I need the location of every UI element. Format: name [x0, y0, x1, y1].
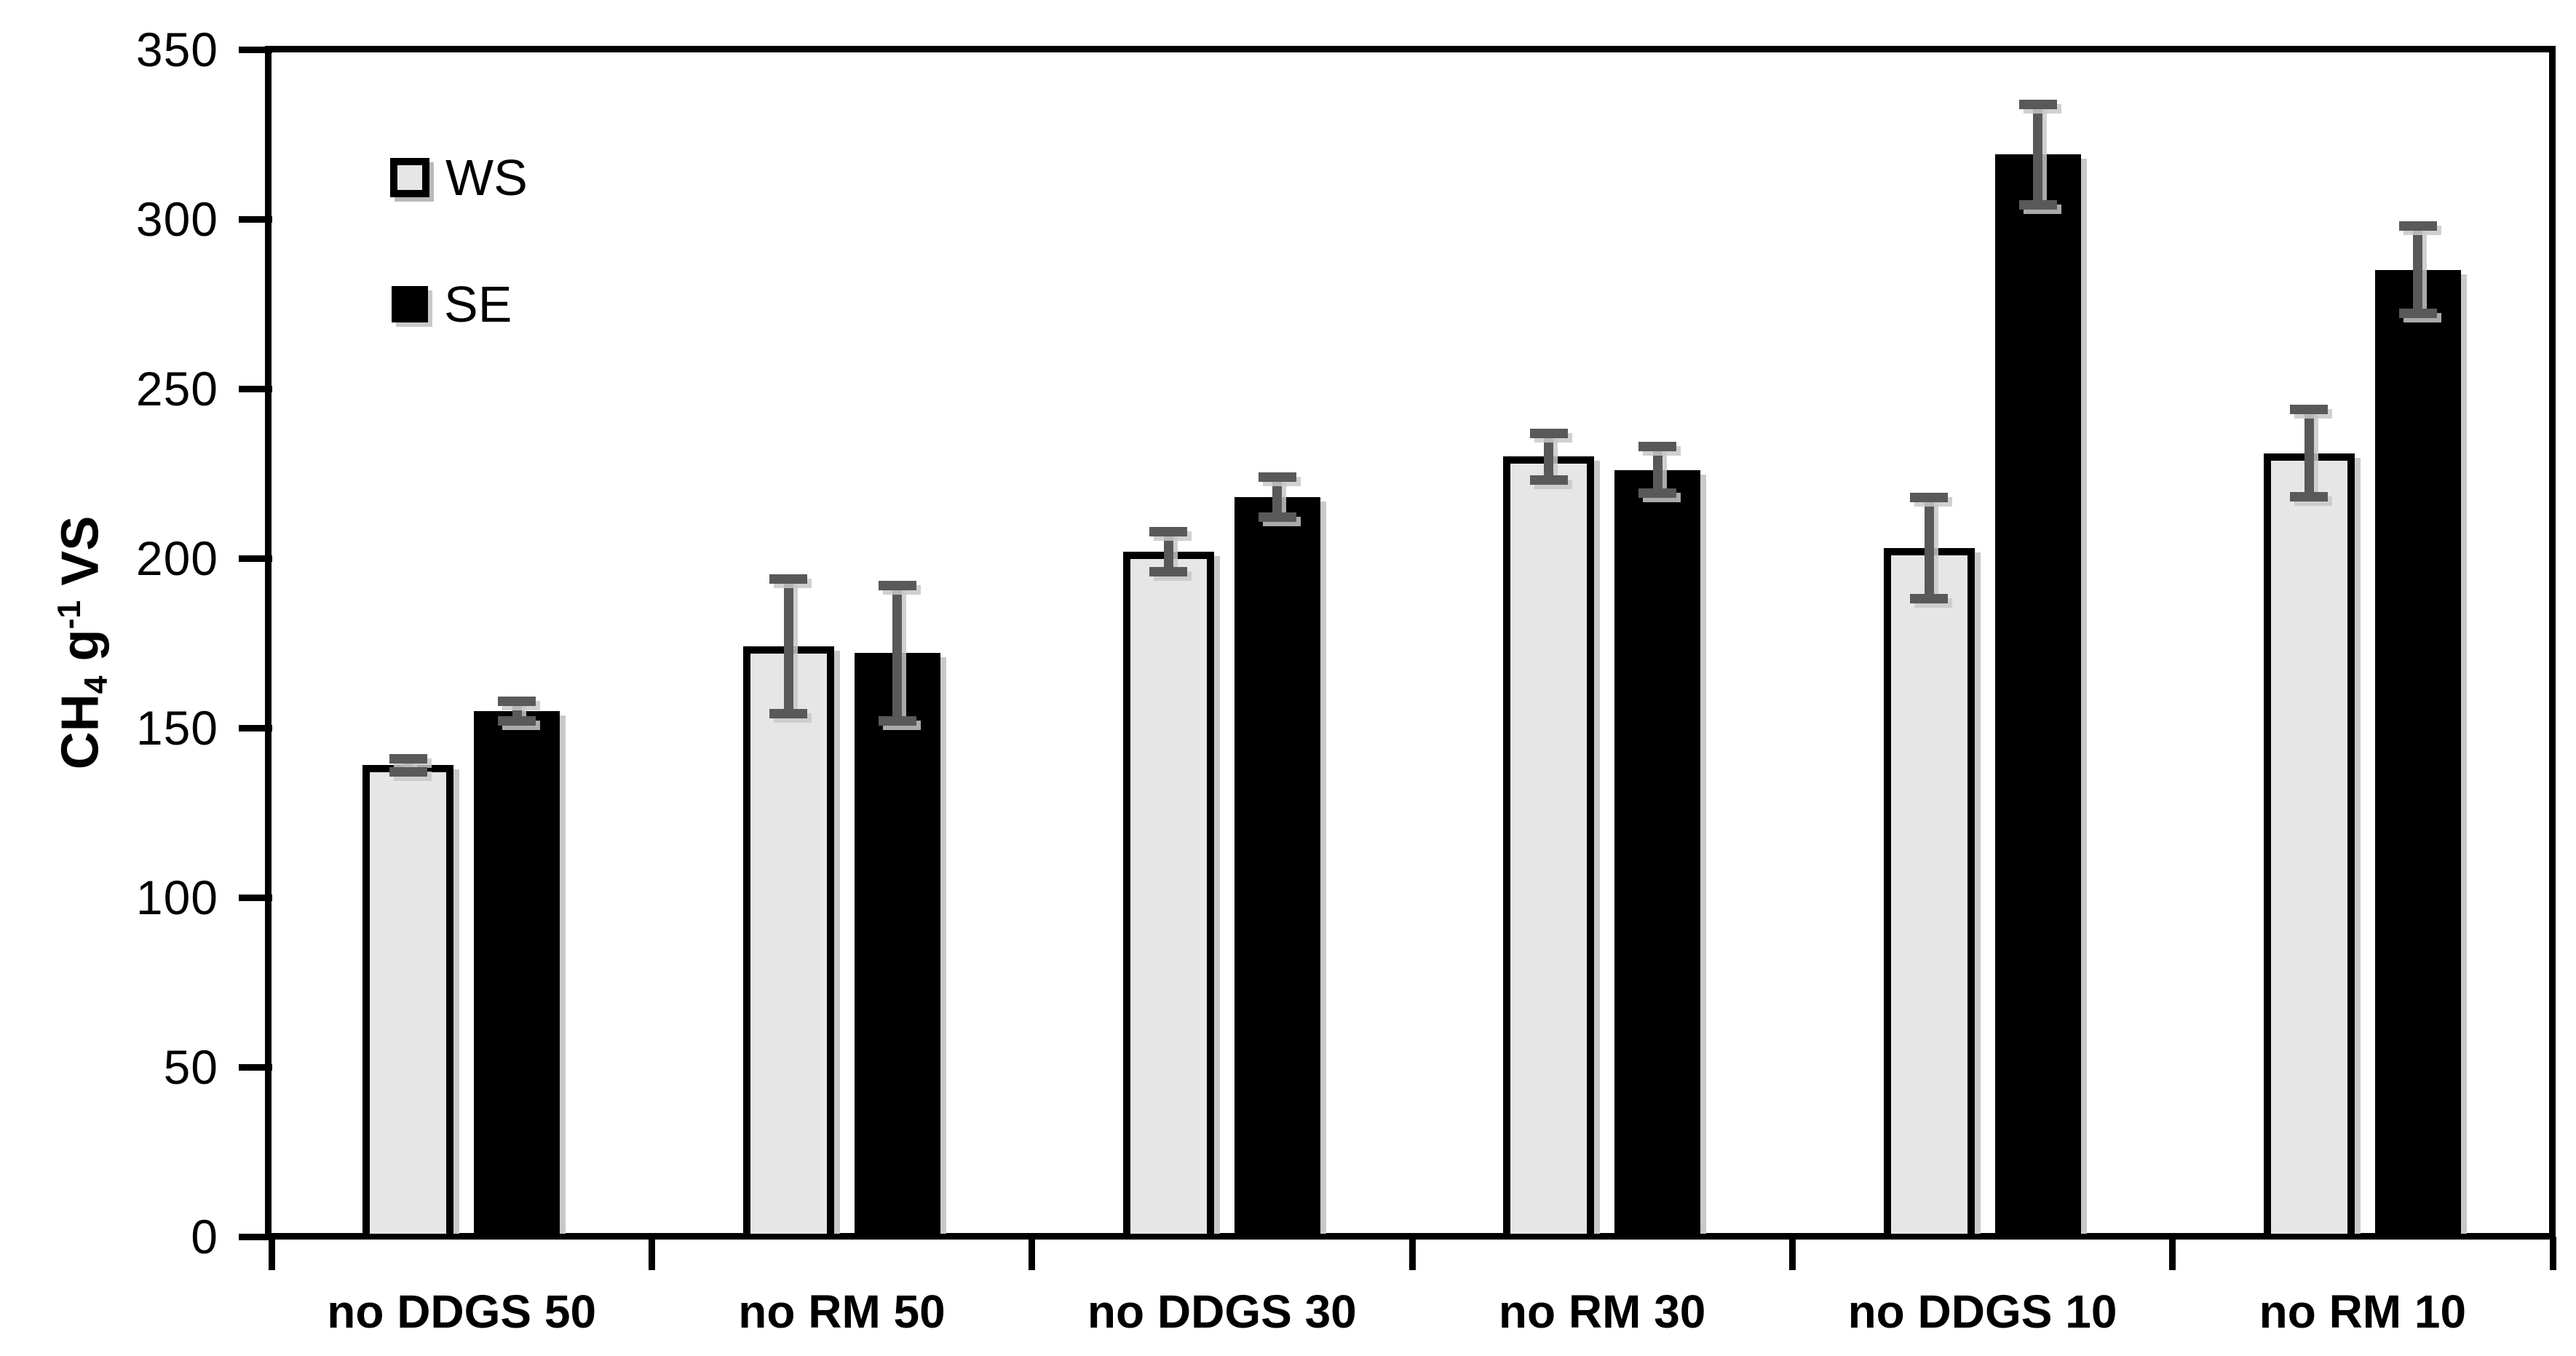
error-bar-cap-bottom-ws-no-rm-30: [1529, 475, 1568, 485]
error-bar-cap-top-ws-no-ddgs-30: [1149, 526, 1188, 536]
error-bar-se-no-rm-50: [892, 585, 902, 721]
x-category-label-no-ddgs-30: no DDGS 30: [1087, 1285, 1357, 1338]
x-axis-tick-5: [2169, 1237, 2176, 1270]
error-bar-cap-bottom-ws-no-ddgs-30: [1149, 566, 1188, 576]
bar-se-no-ddgs-30: [1234, 497, 1320, 1234]
y-tick-label-0: 0: [191, 1210, 218, 1264]
bar-se-no-ddgs-50: [474, 710, 560, 1234]
error-bar-cap-top-se-no-ddgs-30: [1258, 472, 1296, 483]
y-axis-tick-150: [239, 724, 272, 731]
error-bar-ws-no-ddgs-30: [1163, 531, 1173, 572]
x-axis-tick-1: [648, 1237, 655, 1270]
y-tick-label-150: 150: [135, 701, 218, 755]
error-bar-cap-top-ws-no-rm-10: [2290, 404, 2329, 414]
error-bar-se-no-ddgs-10: [2033, 103, 2042, 206]
y-axis-title-mid: g: [51, 629, 110, 676]
error-bar-ws-no-rm-30: [1544, 432, 1554, 480]
bar-ws-no-rm-50: [742, 646, 834, 1234]
legend-entry-se: SE: [392, 275, 512, 333]
error-bar-cap-bottom-ws-no-rm-10: [2290, 492, 2329, 502]
x-category-label-no-ddgs-50: no DDGS 50: [327, 1285, 597, 1338]
error-bar-cap-top-se-no-rm-30: [1638, 442, 1677, 452]
bar-ws-no-rm-10: [2263, 453, 2355, 1234]
bar-se-no-rm-10: [2374, 269, 2461, 1234]
y-axis-tick-100: [239, 894, 272, 901]
y-tick-label-100: 100: [135, 871, 218, 924]
error-bar-cap-bottom-se-no-ddgs-50: [498, 715, 536, 726]
y-axis-title-subscript: 4: [79, 675, 115, 694]
y-axis-tick-200: [239, 555, 272, 562]
error-bar-cap-bottom-se-no-rm-50: [878, 715, 916, 726]
y-axis-title-superscript: -1: [52, 600, 87, 630]
y-axis-tick-350: [239, 46, 272, 53]
x-category-label-no-rm-30: no RM 30: [1498, 1285, 1706, 1338]
y-axis-tick-300: [239, 215, 272, 223]
error-bar-cap-bottom-ws-no-rm-50: [769, 709, 807, 719]
error-bar-cap-bottom-ws-no-ddgs-50: [389, 766, 427, 777]
x-axis-tick-0: [268, 1237, 275, 1270]
error-bar-ws-no-rm-10: [2304, 408, 2314, 498]
error-bar-se-no-rm-10: [2413, 226, 2423, 314]
bar-ws-no-rm-30: [1503, 456, 1595, 1234]
error-bar-ws-no-ddgs-10: [1924, 497, 1934, 599]
error-bar-cap-top-ws-no-ddgs-10: [1910, 493, 1948, 503]
error-bar-cap-top-ws-no-rm-30: [1529, 428, 1568, 438]
error-bar-cap-bottom-ws-no-ddgs-10: [1910, 593, 1948, 603]
x-axis-tick-2: [1029, 1237, 1036, 1270]
y-axis-tick-50: [239, 1063, 272, 1071]
legend-label-ws: WS: [445, 149, 528, 206]
x-category-label-no-rm-50: no RM 50: [738, 1285, 946, 1338]
error-bar-cap-top-ws-no-rm-50: [769, 574, 807, 584]
y-tick-label-300: 300: [135, 192, 218, 246]
legend-swatch-ws: [390, 158, 429, 197]
y-tick-label-200: 200: [135, 531, 218, 585]
x-category-label-no-ddgs-10: no DDGS 10: [1847, 1285, 2117, 1338]
plot-area-frame: [265, 46, 2556, 1240]
x-category-label-no-rm-10: no RM 10: [2259, 1285, 2467, 1338]
error-bar-cap-top-ws-no-ddgs-50: [389, 753, 427, 764]
error-bar-cap-top-se-no-ddgs-10: [2018, 99, 2057, 109]
bar-se-no-ddgs-10: [1994, 154, 2081, 1234]
bar-se-no-rm-30: [1614, 469, 1701, 1234]
x-axis-tick-3: [1408, 1237, 1416, 1270]
error-bar-cap-top-se-no-ddgs-50: [498, 696, 536, 706]
error-bar-cap-bottom-se-no-ddgs-30: [1258, 512, 1296, 523]
error-bar-se-no-rm-30: [1652, 446, 1662, 494]
y-tick-label-50: 50: [163, 1040, 218, 1094]
y-axis-tick-0: [239, 1233, 272, 1240]
bar-se-no-rm-50: [854, 653, 940, 1234]
legend-label-se: SE: [444, 276, 512, 333]
error-bar-cap-bottom-se-no-rm-10: [2398, 309, 2437, 319]
error-bar-cap-bottom-se-no-ddgs-10: [2018, 200, 2057, 210]
plot-area: [272, 49, 2553, 1234]
legend-entry-ws: WS: [390, 148, 528, 207]
error-bar-se-no-ddgs-30: [1272, 477, 1283, 518]
x-axis-tick-6: [2549, 1237, 2556, 1270]
bar-ws-no-ddgs-50: [362, 765, 454, 1234]
bar-ws-no-ddgs-10: [1883, 548, 1975, 1234]
x-axis-tick-4: [1788, 1237, 1796, 1270]
bar-ws-no-ddgs-30: [1122, 551, 1214, 1234]
y-axis-tick-250: [239, 385, 272, 392]
y-tick-label-250: 250: [135, 362, 218, 416]
y-tick-label-350: 350: [135, 23, 218, 76]
legend-swatch-se: [392, 286, 428, 322]
error-bar-cap-bottom-se-no-rm-30: [1638, 488, 1677, 499]
error-bar-cap-top-se-no-rm-50: [878, 581, 916, 591]
error-bar-cap-top-se-no-rm-10: [2398, 221, 2437, 231]
error-bar-ws-no-rm-50: [783, 578, 793, 715]
